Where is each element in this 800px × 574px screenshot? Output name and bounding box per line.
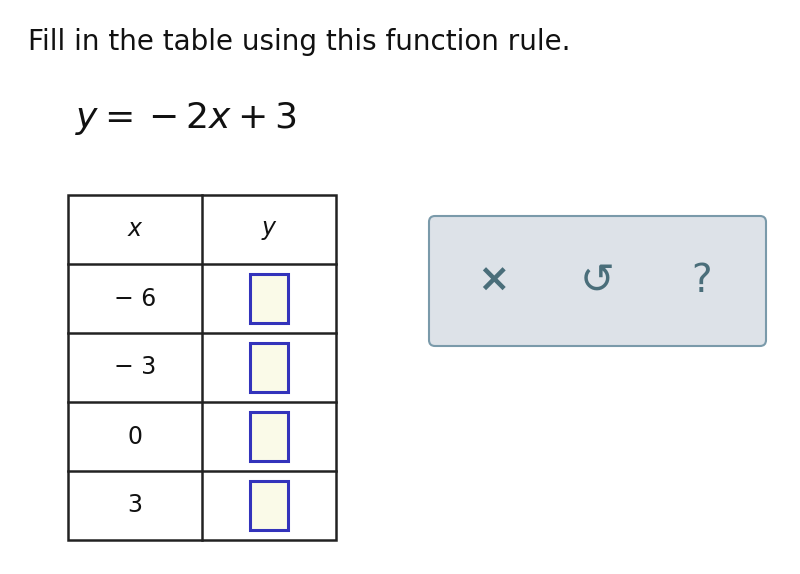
Text: − 6: − 6 [114,286,156,311]
Bar [250,480,288,530]
Bar [250,274,288,323]
Text: Fill in the table using this function rule.: Fill in the table using this function ru… [28,28,570,56]
Bar [250,343,288,393]
Text: − 3: − 3 [114,355,156,379]
Text: 0: 0 [127,425,142,448]
Text: ↺: ↺ [580,260,615,302]
FancyBboxPatch shape [429,216,766,346]
Text: ×: × [477,262,510,300]
Text: $y = -2x + 3$: $y = -2x + 3$ [75,100,297,137]
Text: $x$: $x$ [126,218,143,242]
Bar [68,195,336,540]
Text: ?: ? [691,262,712,300]
Text: 3: 3 [127,494,142,518]
Text: $y$: $y$ [261,218,278,242]
Bar [250,412,288,461]
